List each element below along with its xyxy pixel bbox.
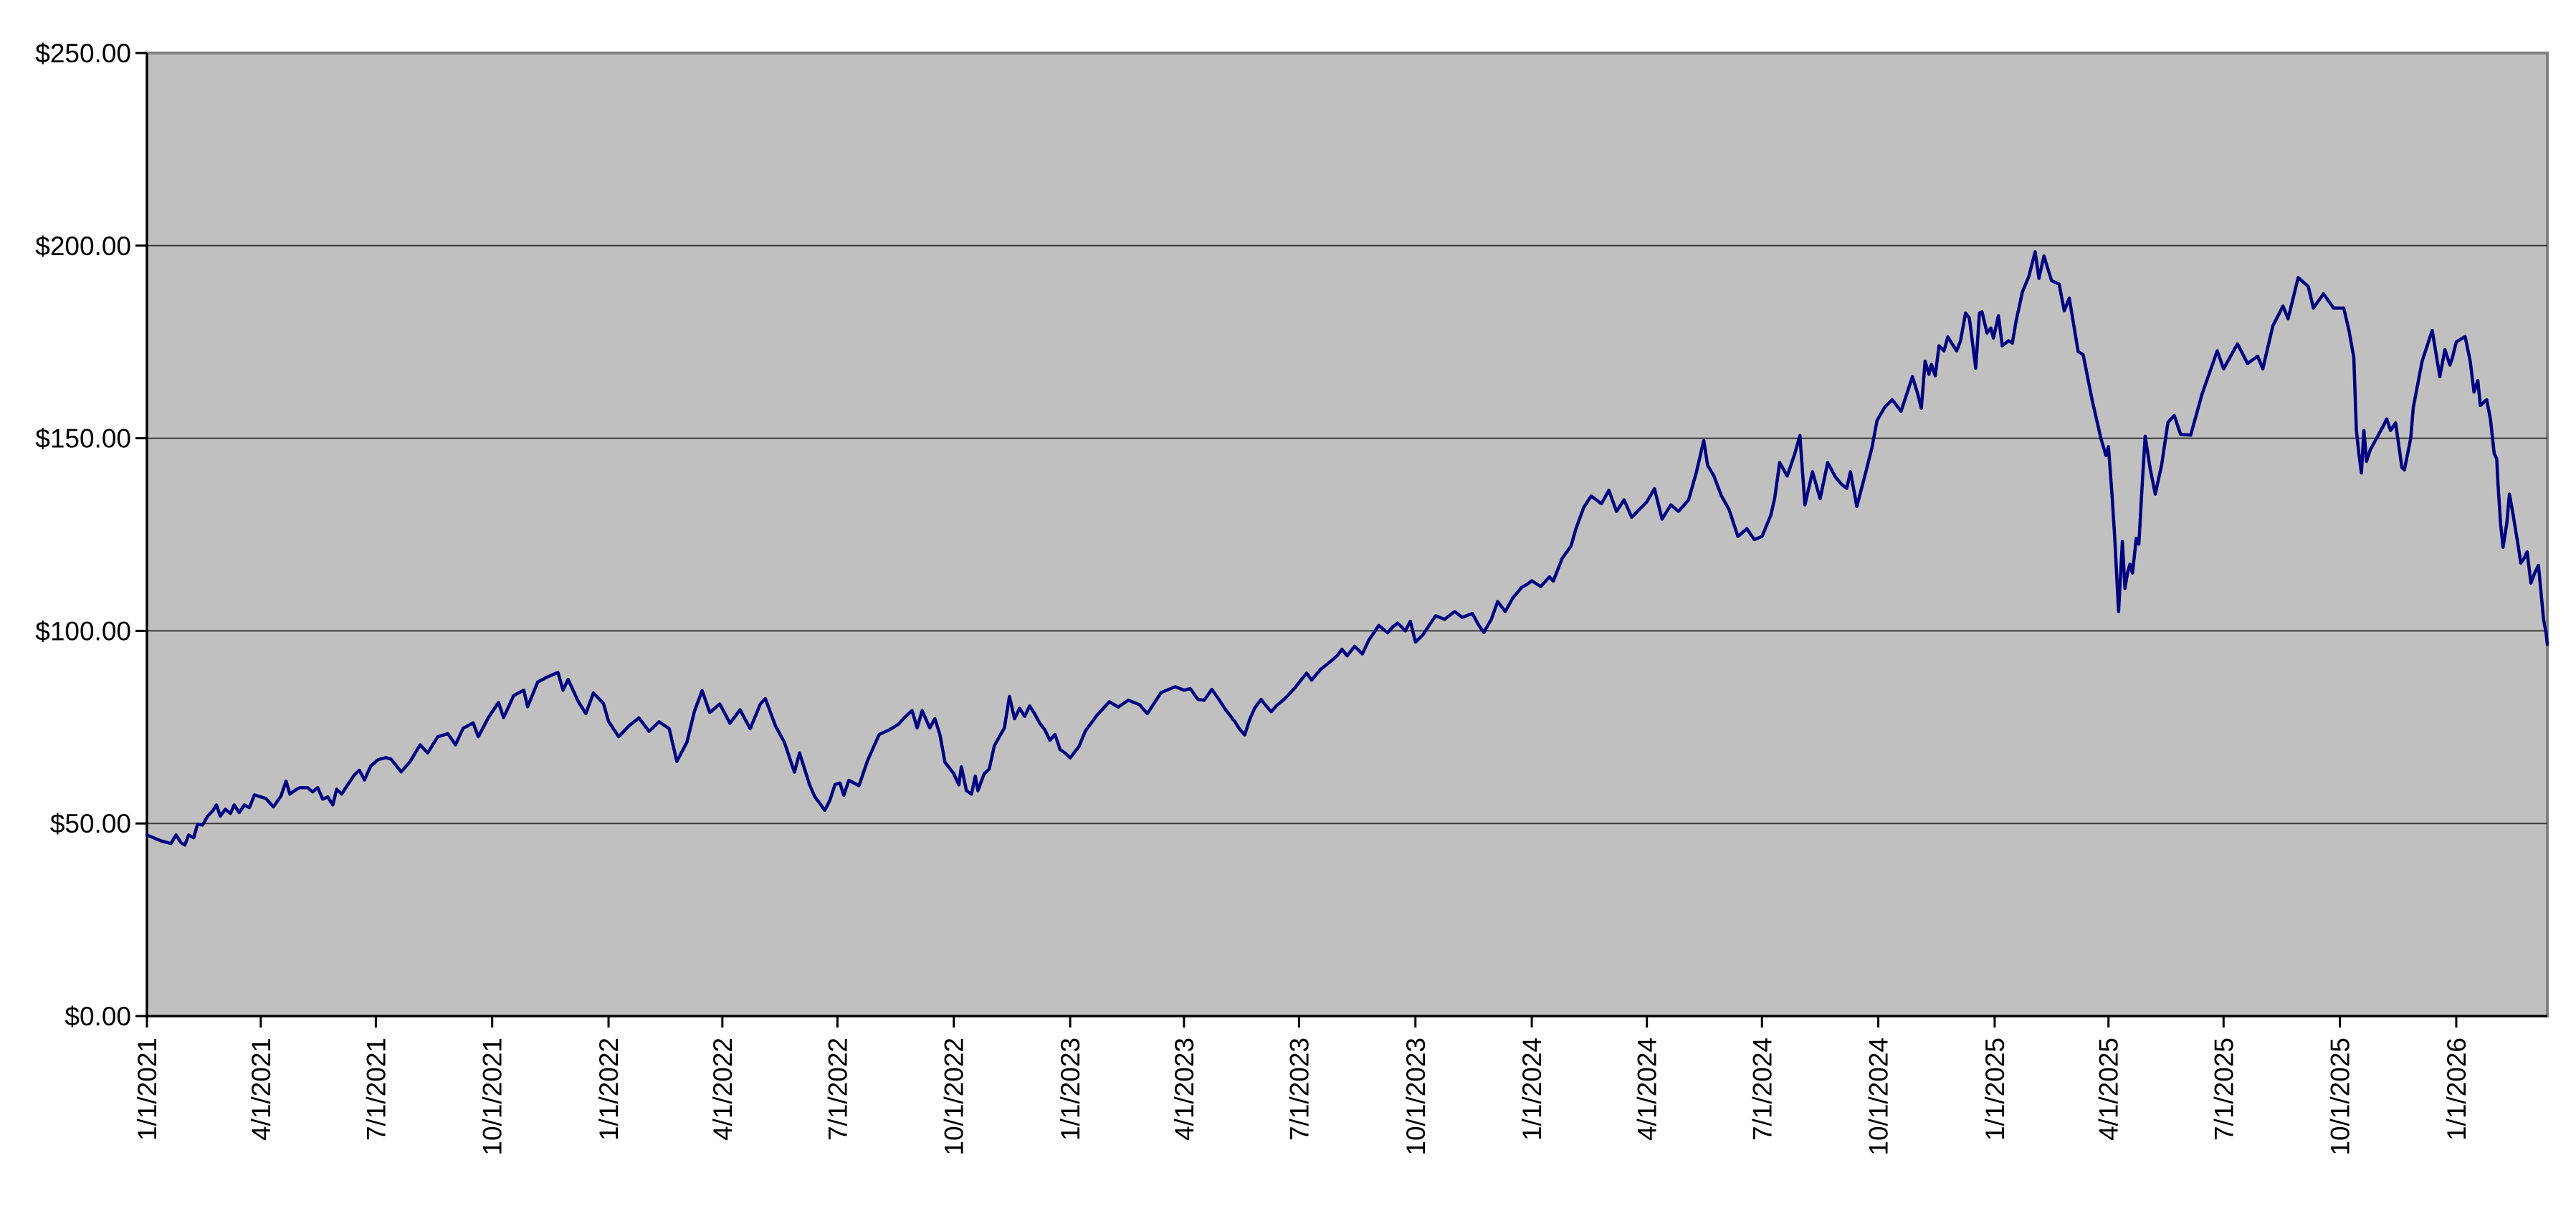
x-axis-tick-label: 4/1/2024 — [1633, 1038, 1662, 1141]
x-axis-tick-label: 1/1/2025 — [1980, 1038, 2010, 1141]
plot-area — [146, 52, 2549, 1017]
x-axis-tick-label: 4/1/2021 — [247, 1038, 276, 1141]
y-axis-tick-label: $250.00 — [35, 39, 131, 68]
y-axis-tick-label: $150.00 — [35, 424, 131, 454]
y-axis-tick-label: $0.00 — [65, 1002, 131, 1031]
x-axis-tick-label: 10/1/2021 — [478, 1038, 507, 1156]
price-line-series — [145, 250, 2549, 847]
x-axis-tick-label: 1/1/2024 — [1517, 1038, 1547, 1141]
x-axis-tick-label: 1/1/2022 — [594, 1038, 624, 1141]
x-axis-tick-label: 7/1/2023 — [1284, 1038, 1314, 1141]
x-axis-tick-label: 10/1/2024 — [1864, 1038, 1894, 1156]
x-axis-tick-label: 4/1/2025 — [2094, 1038, 2124, 1141]
x-axis-tick-label: 4/1/2023 — [1170, 1038, 1199, 1141]
x-axis-tick-label: 10/1/2025 — [2326, 1038, 2355, 1156]
x-axis-tick-label: 7/1/2022 — [823, 1038, 852, 1141]
x-axis-tick-label: 7/1/2024 — [1747, 1038, 1777, 1141]
y-axis-tick-label: $100.00 — [35, 616, 131, 646]
x-axis-tick-label: 7/1/2021 — [361, 1038, 391, 1141]
x-axis-tick-label: 1/1/2021 — [133, 1038, 162, 1141]
x-axis-tick-label: 7/1/2025 — [2209, 1038, 2238, 1141]
x-axis-tick-label: 1/1/2023 — [1056, 1038, 1085, 1141]
x-axis-tick-label: 4/1/2022 — [708, 1038, 738, 1141]
x-axis-tick-label: 10/1/2023 — [1401, 1038, 1431, 1156]
y-axis-tick-label: $50.00 — [50, 809, 131, 838]
x-axis-tick-label: 10/1/2022 — [940, 1038, 969, 1156]
x-axis-tick-label: 1/1/2026 — [2442, 1038, 2471, 1141]
y-axis-tick-label: $200.00 — [35, 231, 131, 261]
